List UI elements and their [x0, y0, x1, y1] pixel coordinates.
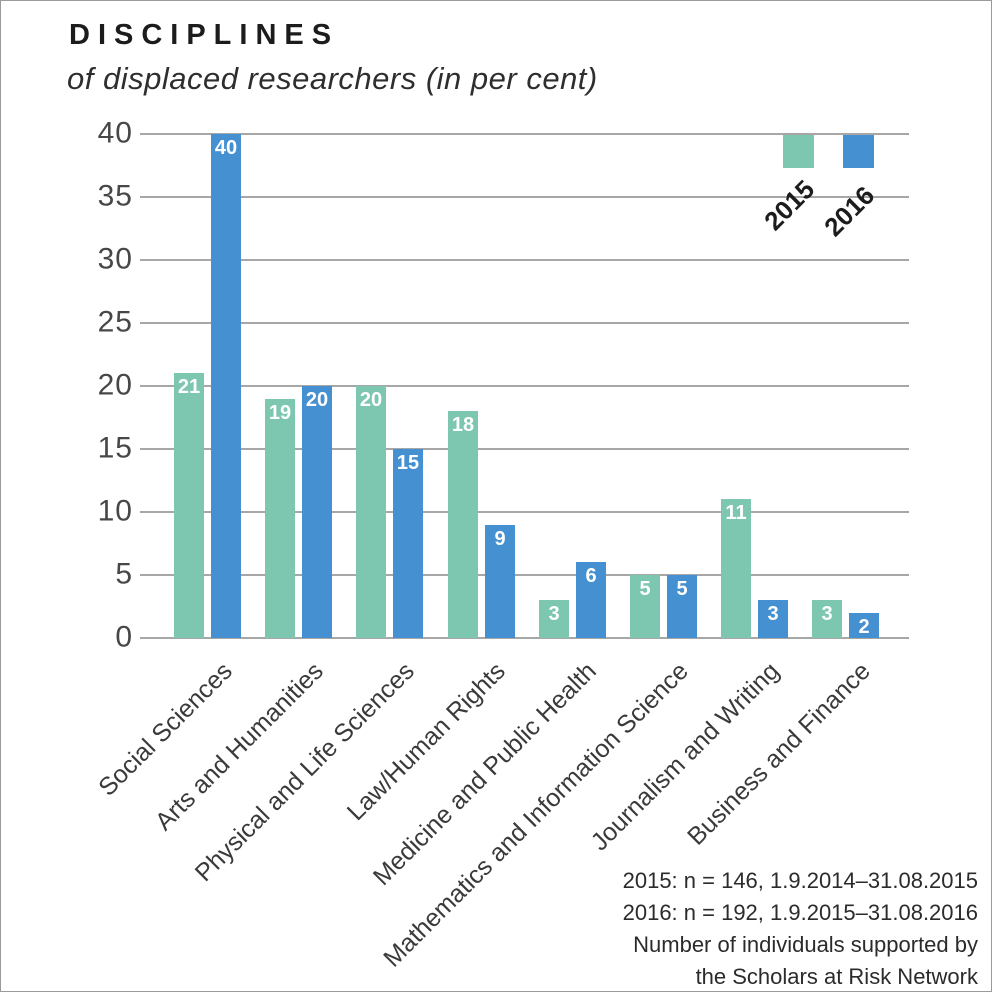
bar-2016-journalism-and-writing: 3 [758, 600, 788, 638]
bar-value-label: 6 [585, 565, 597, 587]
gridline-40 [140, 133, 909, 135]
y-axis-tick-label-5: 5 [115, 557, 133, 591]
y-axis-tick-label-35: 35 [97, 179, 133, 213]
chart-title: DISCIPLINES [69, 19, 340, 51]
bar-value-label: 19 [268, 402, 292, 424]
bar-2015-social-sciences: 21 [174, 373, 204, 638]
y-axis-tick-label-40: 40 [97, 116, 133, 150]
footnote: 2015: n = 146, 1.9.2014–31.08.2015 2016: … [622, 865, 978, 991]
bar-value-label: 15 [396, 452, 420, 474]
bar-value-label: 9 [494, 528, 506, 550]
bar-2016-business-and-finance: 2 [849, 613, 879, 638]
bar-value-label: 40 [214, 137, 238, 159]
y-axis-tick-label-10: 10 [97, 494, 133, 528]
bar-2015-arts-and-humanities: 19 [265, 399, 295, 638]
bar-2015-medicine-and-public-health: 3 [539, 600, 569, 638]
footnote-line-4: the Scholars at Risk Network [695, 964, 978, 989]
gridline-5 [140, 574, 909, 576]
footnote-line-1: 2015: n = 146, 1.9.2014–31.08.2015 [622, 868, 978, 893]
legend-swatch-2015 [783, 135, 814, 168]
bar-2016-medicine-and-public-health: 6 [576, 562, 606, 638]
bar-2016-mathematics-and-information-science: 5 [667, 575, 697, 638]
bar-2016-social-sciences: 40 [211, 134, 241, 638]
bar-value-label: 20 [359, 389, 383, 411]
bar-2015-business-and-finance: 3 [812, 600, 842, 638]
bar-value-label: 3 [767, 603, 779, 625]
gridline-35 [140, 196, 909, 198]
bar-value-label: 18 [451, 414, 475, 436]
gridline-30 [140, 259, 909, 261]
gridline-0 [140, 637, 909, 639]
bar-value-label: 3 [821, 603, 833, 625]
bar-2016-arts-and-humanities: 20 [302, 386, 332, 638]
y-axis-tick-label-15: 15 [97, 431, 133, 465]
bar-value-label: 11 [725, 502, 747, 524]
bar-2015-journalism-and-writing: 11 [721, 499, 751, 638]
footnote-line-2: 2016: n = 192, 1.9.2015–31.08.2016 [622, 900, 978, 925]
y-axis-tick-label-0: 0 [115, 620, 133, 654]
gridline-15 [140, 448, 909, 450]
chart-subtitle: of displaced researchers (in per cent) [67, 61, 598, 96]
legend-swatch-2016 [843, 135, 874, 168]
gridline-25 [140, 322, 909, 324]
bar-value-label: 21 [177, 376, 201, 398]
bar-2015-mathematics-and-information-science: 5 [630, 575, 660, 638]
bar-value-label: 20 [305, 389, 329, 411]
gridline-10 [140, 511, 909, 513]
bar-value-label: 5 [639, 578, 651, 600]
bar-2015-physical-and-life-sciences: 20 [356, 386, 386, 638]
y-axis-tick-label-25: 25 [97, 305, 133, 339]
footnote-line-3: Number of individuals supported by [633, 932, 978, 957]
bar-2016-physical-and-life-sciences: 15 [393, 449, 423, 638]
gridline-20 [140, 385, 909, 387]
y-axis-tick-label-20: 20 [97, 368, 133, 402]
bar-value-label: 5 [676, 578, 688, 600]
bar-2016-law-human-rights: 9 [485, 525, 515, 638]
bar-value-label: 3 [548, 603, 560, 625]
bar-value-label: 2 [858, 616, 870, 638]
y-axis-tick-label-30: 30 [97, 242, 133, 276]
bar-2015-law-human-rights: 18 [448, 411, 478, 638]
